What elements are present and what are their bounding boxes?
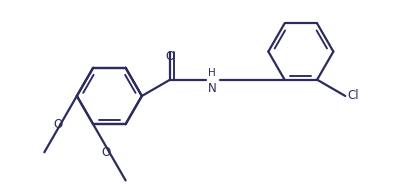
Text: Cl: Cl	[347, 89, 359, 102]
Text: O: O	[102, 146, 111, 159]
Text: N: N	[208, 82, 217, 95]
Text: H: H	[208, 68, 215, 78]
Text: O: O	[53, 118, 62, 131]
Text: O: O	[166, 50, 175, 63]
